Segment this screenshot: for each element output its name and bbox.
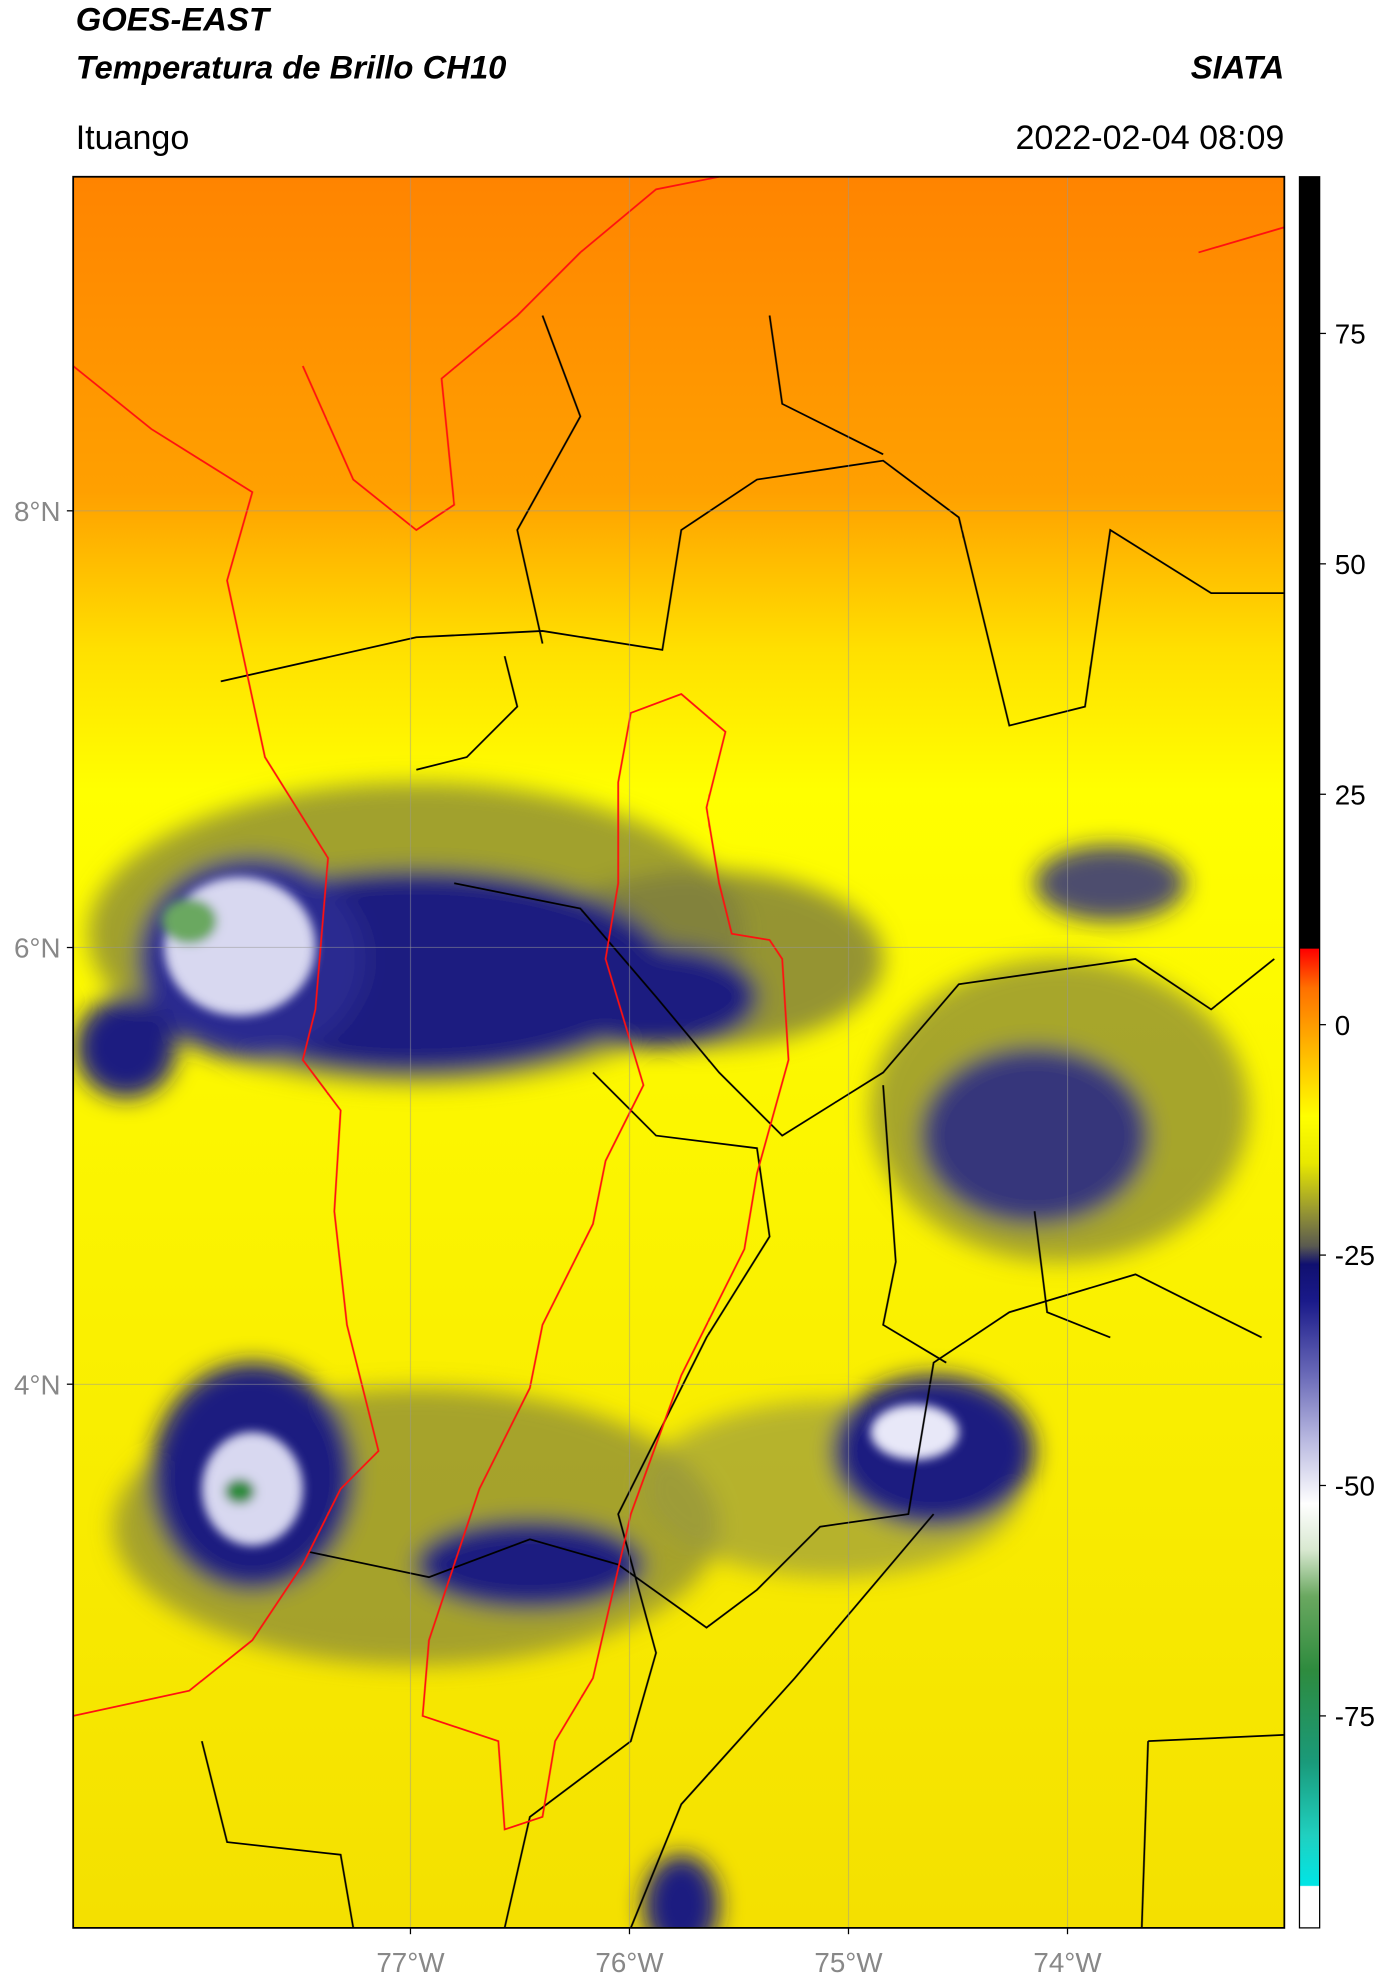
map-frame: [72, 175, 1286, 1929]
y-tick-label: 4°N: [14, 1369, 61, 1400]
cold-tops: [161, 876, 959, 1546]
colorbar-tick-label: -50: [1335, 1471, 1375, 1502]
location: Ituango: [76, 119, 190, 157]
y-tick-label: 8°N: [14, 496, 61, 527]
y-tick-label: 6°N: [14, 933, 61, 964]
x-tick-label: 77°W: [376, 1947, 445, 1978]
colorbar-tick-label: 25: [1335, 779, 1366, 810]
x-tick-label: 76°W: [595, 1947, 664, 1978]
colorbar-tick-label: 75: [1335, 319, 1366, 350]
subtitle: Temperatura de Brillo CH10: [76, 48, 507, 85]
x-tick-label: 74°W: [1033, 1947, 1102, 1978]
colorbar-tick-label: 0: [1335, 1010, 1350, 1041]
title: GOES-EAST: [76, 0, 272, 37]
boundaries: [201, 315, 1285, 1928]
datetime: 2022-02-04 08:09: [1016, 119, 1285, 157]
colorbar-ticks: -75 -50 -25 0 25 50 75: [1319, 319, 1375, 1732]
coastline: [73, 176, 1285, 1831]
colorbar: [1298, 176, 1321, 1929]
grid: 77°W 76°W 75°W 74°W 4°N 6°N 8°N: [14, 176, 1285, 1978]
colorbar-tick-label: 50: [1335, 549, 1366, 580]
x-tick-label: 75°W: [814, 1947, 883, 1978]
colorbar-tick-label: -25: [1335, 1240, 1375, 1271]
colorbar-tick-label: -75: [1335, 1701, 1375, 1732]
map: [73, 176, 1285, 1928]
brand: SIATA: [1191, 48, 1285, 85]
